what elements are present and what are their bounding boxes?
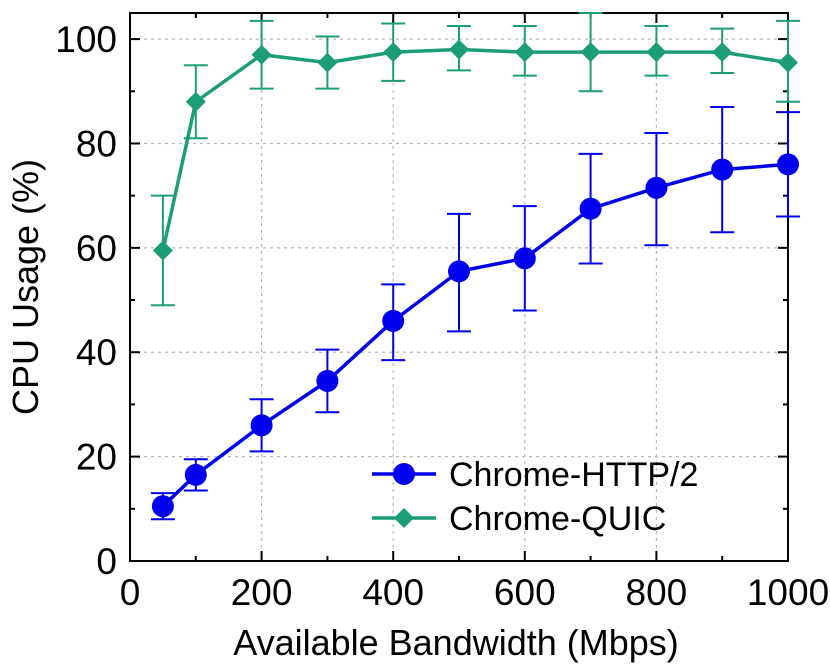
legend-label: Chrome-HTTP/2 [449, 456, 698, 494]
x-tick-label: 400 [362, 572, 424, 613]
series-line [161, 47, 789, 251]
data-point [184, 463, 207, 486]
data-point [317, 52, 338, 73]
data-point [777, 153, 799, 176]
y-tick-label: 80 [76, 123, 117, 164]
data-point [448, 260, 470, 283]
legend-marker [393, 463, 415, 485]
series-line [161, 162, 789, 508]
legend-entry-0: Chrome-HTTP/2 [372, 456, 698, 494]
data-point [579, 197, 602, 220]
data-point [383, 42, 404, 63]
series-0 [150, 105, 800, 521]
data-point [151, 495, 174, 518]
data-point [711, 158, 734, 181]
data-point [152, 240, 173, 261]
data-point [185, 91, 206, 112]
y-tick-label: 20 [76, 437, 117, 478]
data-point [251, 44, 272, 65]
data-point [382, 309, 405, 332]
legend-entry-1: Chrome-QUIC [372, 500, 666, 538]
x-tick-label: 1000 [747, 572, 829, 613]
data-point [449, 39, 469, 60]
y-axis-title: CPU Usage (%) [5, 159, 46, 415]
data-point [712, 42, 733, 63]
data-point [514, 42, 535, 63]
data-point [778, 52, 798, 73]
y-tick-label: 100 [55, 19, 117, 60]
y-tick-label: 40 [76, 332, 117, 373]
series-1 [150, 12, 800, 307]
x-tick-label: 600 [494, 572, 556, 613]
x-tick-label: 200 [231, 572, 293, 613]
x-tick-label: 800 [626, 572, 688, 613]
y-tick-label: 60 [76, 228, 117, 269]
data-point [580, 42, 601, 63]
data-point [645, 176, 668, 199]
data-point [250, 414, 273, 437]
legend-label: Chrome-QUIC [449, 500, 666, 538]
plot-area [150, 12, 800, 521]
legend-marker [394, 508, 414, 528]
axes: 0 200 400 600 800 1000 0 20 40 60 80 100 [55, 12, 829, 613]
y-tick-label: 0 [96, 541, 117, 582]
data-point [316, 369, 339, 392]
data-point [646, 42, 667, 63]
plot-frame [129, 12, 789, 562]
data-point [513, 247, 536, 270]
legend: Chrome-HTTP/2 Chrome-QUIC [372, 456, 698, 538]
x-tick-label: 0 [120, 572, 141, 613]
x-axis-title: Available Bandwidth (Mbps) [233, 622, 679, 663]
